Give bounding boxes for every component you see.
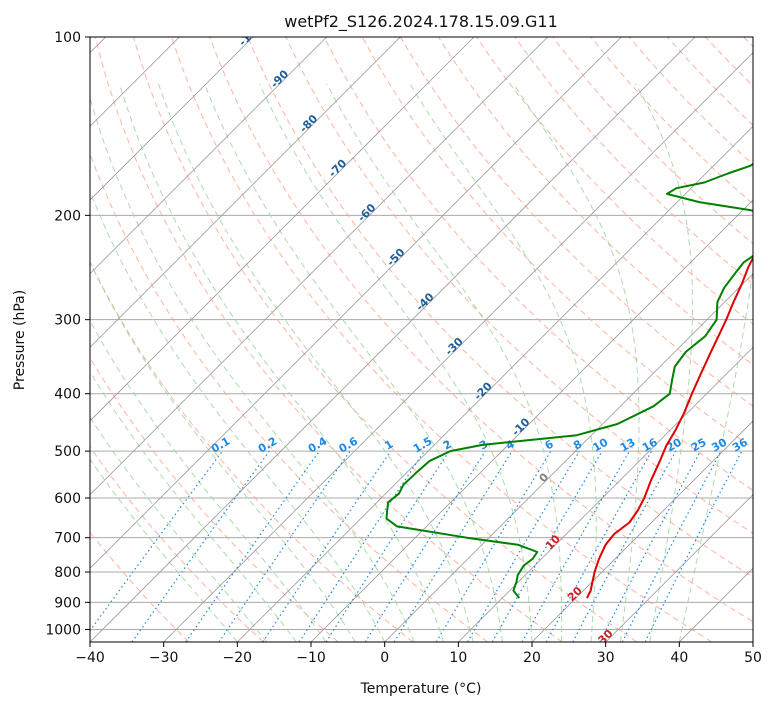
dry-adiabat [323,37,753,491]
mixing-ratio-line [364,450,486,642]
y-tick-label: 300 [54,313,81,329]
y-tick-label: 200 [54,208,81,224]
x-tick-label: −40 [75,650,105,666]
y-tick-label: 1000 [45,622,81,638]
x-tick-label: 10 [449,650,467,666]
mixing-ratio-line [466,450,580,642]
pressure-gridlines [90,37,753,630]
y-axis-label: Pressure (hPa) [12,290,28,390]
x-tick-label: 40 [670,650,688,666]
moist-adiabat [678,83,753,642]
dry-adiabat [94,37,563,642]
moist-adiabat [204,83,503,642]
y-tick-label: 700 [54,531,81,547]
x-tick-label: 0 [380,650,389,666]
skewed-isotherm [90,37,401,348]
mixing-ratio-line [325,450,450,642]
moist-adiabat [90,189,386,642]
moist-adiabat [512,83,640,642]
moist-adiabats [90,83,753,642]
moist-adiabat [90,319,327,642]
skewed-isotherm [90,37,622,569]
sounding-profiles [385,162,753,599]
skewed-isotherm [310,199,753,642]
skewed-isotherm [90,37,548,496]
skewed-isotherm [237,125,753,642]
mixing-ratio-line [218,450,351,642]
temperature-profile [586,255,753,599]
dry-adiabat [514,37,753,285]
moist-adiabat [90,96,415,642]
y-tick-label: 100 [54,30,81,46]
skewed-isotherm [90,37,327,275]
skewed-isotherm [163,52,753,642]
x-axis-ticks: −40 −30 −20 −10 0 10 20 30 40 50 [75,642,762,666]
x-axis-label: Temperature (°C) [360,681,482,697]
dry-adiabat [90,446,264,642]
skewed-isotherm [90,37,254,201]
y-tick-label: 600 [54,491,81,507]
dewpoint-profile [385,162,753,599]
mixing-ratio-lines [90,450,743,642]
mixing-ratio-line [572,450,677,642]
dry-adiabat [209,37,753,623]
y-tick-label: 400 [54,387,81,403]
moist-adiabat [90,458,238,642]
x-tick-label: 30 [597,650,615,666]
x-tick-label: −10 [296,650,326,666]
plot-frame [89,36,754,643]
skewed-isotherm [458,346,753,642]
mixing-ratio-line [262,450,392,642]
moist-adiabat [326,83,563,642]
y-tick-label: 800 [54,565,81,581]
dry-adiabat [285,37,753,535]
moist-adiabat [90,370,297,642]
dry-adiabat [247,37,753,578]
dry-adiabat [171,37,712,642]
isotherm-label: -100 [236,20,265,49]
moist-adiabat [119,83,445,642]
chart-title: wetPf2_S126.2024.178.15.09.G11 [284,12,558,32]
skewed-isotherm [90,37,475,422]
mixing-ratio-line [599,450,702,642]
moist-adiabat [158,83,474,642]
moist-adiabat [90,260,356,642]
x-tick-label: 20 [523,650,541,666]
dry-adiabat [476,37,753,325]
y-axis-ticks: 100 200 300 400 500 600 700 800 900 1000 [45,30,90,638]
x-tick-label: 50 [744,650,762,666]
skewed-isotherm [605,494,753,642]
moist-adiabat [635,83,693,642]
mixing-ratio-line [435,450,552,642]
x-tick-label: −30 [149,650,179,666]
moist-adiabat [90,416,268,642]
x-tick-label: −20 [223,650,253,666]
skewed-isotherm [531,420,753,642]
y-tick-label: 900 [54,595,81,611]
dry-adiabat [132,37,638,642]
skewed-isotherms [90,37,753,642]
mixing-ratio-line [298,450,425,642]
mixing-ratio-line [185,450,320,642]
y-tick-label: 500 [54,444,81,460]
moist-adiabat [259,83,533,642]
skewed-isotherm [90,37,696,642]
mixing-ratio-line [393,450,513,642]
